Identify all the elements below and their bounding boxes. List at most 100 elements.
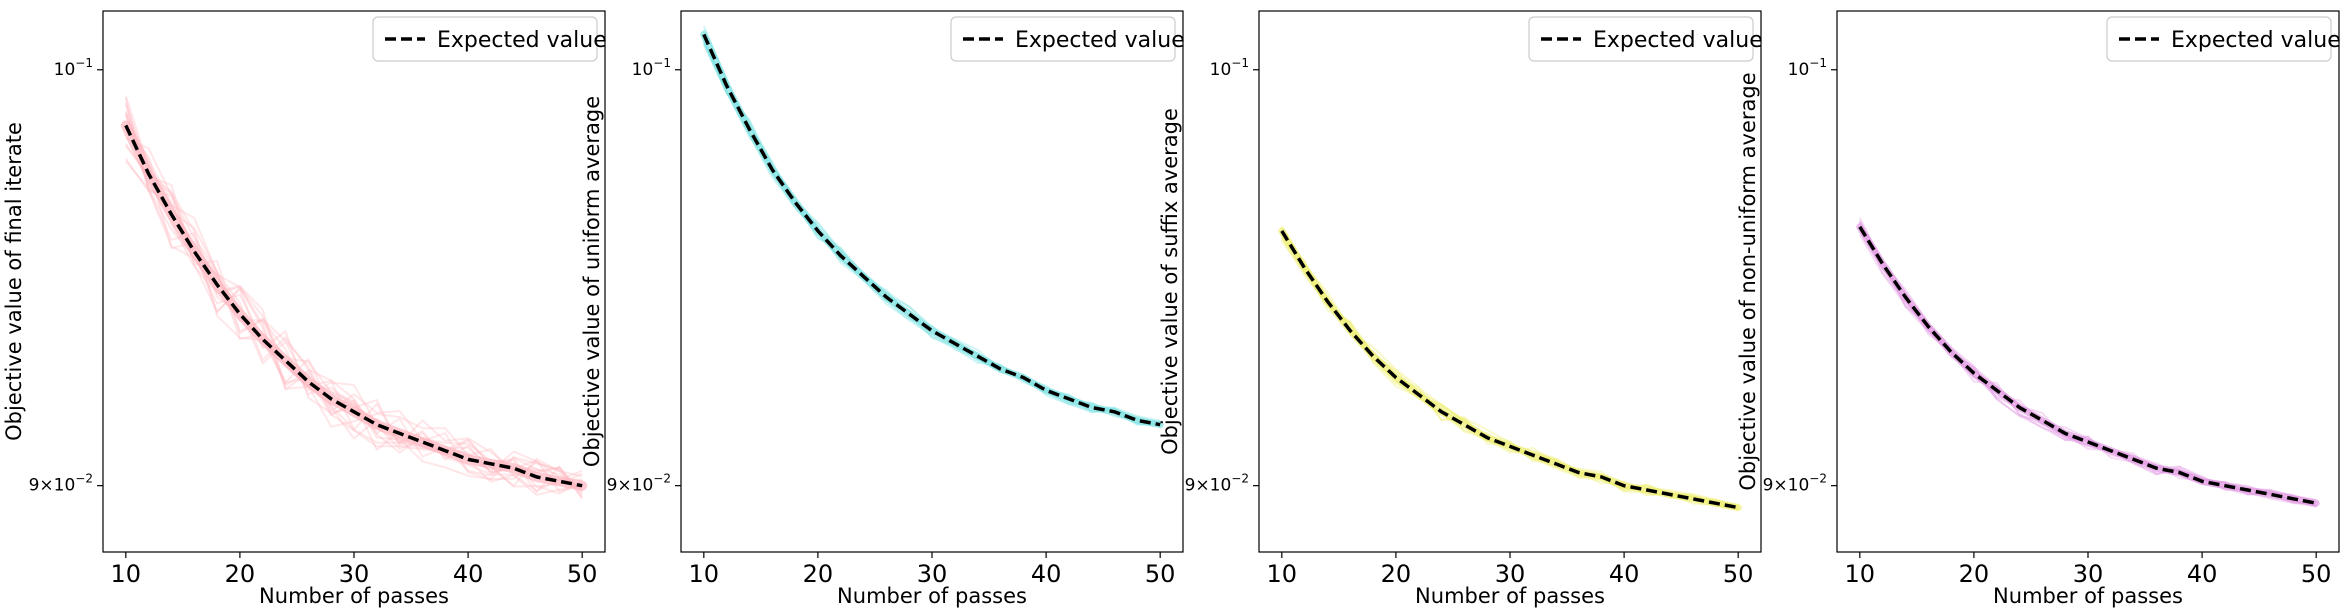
sample-trace bbox=[124, 143, 583, 496]
sample-trace bbox=[1858, 221, 2317, 502]
sample-trace bbox=[702, 43, 1161, 426]
axes-frame bbox=[1258, 10, 1762, 553]
x-tick-label: 30 bbox=[917, 560, 948, 588]
sample-trace bbox=[1281, 236, 1739, 511]
y-tick-label: 9×10−2 bbox=[29, 472, 93, 496]
sample-trace bbox=[124, 102, 583, 495]
sample-trace bbox=[1858, 217, 2317, 508]
y-axis-label: Objective value of non-uniform average bbox=[1736, 72, 1760, 490]
y-tick-label: 10−1 bbox=[1210, 56, 1249, 80]
sample-trace bbox=[1858, 234, 2317, 506]
legend-label: Expected value bbox=[1015, 28, 1185, 53]
y-tick-label: 9×10−2 bbox=[1185, 472, 1249, 496]
sample-trace bbox=[125, 126, 583, 488]
sample-trace bbox=[1280, 227, 1739, 506]
sample-trace bbox=[1280, 225, 1739, 511]
expected-value-line bbox=[702, 33, 1161, 427]
legend: Expected value bbox=[1528, 16, 1763, 62]
x-axis-label: Number of passes bbox=[1993, 584, 2183, 608]
legend: Expected value bbox=[2106, 16, 2341, 62]
y-axis-label: Objective value of uniform average bbox=[580, 96, 604, 467]
legend: Expected value bbox=[950, 16, 1185, 62]
x-tick-label: 20 bbox=[1959, 560, 1990, 588]
x-tick-label: 40 bbox=[2187, 560, 2218, 588]
expected-value-line bbox=[1858, 225, 2317, 505]
x-tick-label: 20 bbox=[225, 560, 256, 588]
axes-frame bbox=[680, 10, 1184, 553]
sample-trace bbox=[125, 137, 583, 497]
x-tick-label: 10 bbox=[111, 560, 142, 588]
sample-trace bbox=[702, 25, 1161, 423]
legend: Expected value bbox=[372, 16, 607, 62]
sample-trace bbox=[702, 39, 1161, 428]
sample-trace bbox=[702, 41, 1161, 425]
x-tick-label: 10 bbox=[1267, 560, 1298, 588]
x-tick-label: 20 bbox=[1381, 560, 1412, 588]
x-tick-label: 30 bbox=[2073, 560, 2104, 588]
x-tick-label: 30 bbox=[339, 560, 370, 588]
expected-value-line bbox=[124, 124, 583, 488]
y-tick-label: 10−1 bbox=[1788, 56, 1827, 80]
legend-label: Expected value bbox=[2171, 28, 2341, 53]
chart-panel-1: 10 20 30 40 50 10−1 9×10−2 Number of passes Obje… bbox=[2, 10, 607, 608]
sample-trace bbox=[1281, 233, 1739, 507]
sample-trace bbox=[1281, 236, 1739, 512]
sample-band bbox=[700, 30, 1164, 429]
x-tick-label: 10 bbox=[1845, 560, 1876, 588]
sample-trace bbox=[1280, 236, 1739, 509]
sample-trace bbox=[124, 110, 583, 492]
sample-trace bbox=[124, 158, 583, 488]
sample-trace bbox=[1858, 228, 2317, 504]
x-axis-label: Number of passes bbox=[837, 584, 1027, 608]
legend-box bbox=[950, 16, 1176, 62]
sample-trace bbox=[124, 97, 583, 493]
legend-label: Expected value bbox=[1593, 28, 1763, 53]
sample-band bbox=[1856, 223, 2320, 507]
sample-trace bbox=[702, 28, 1161, 422]
sample-trace bbox=[124, 114, 583, 492]
sample-trace bbox=[124, 95, 584, 500]
sample-trace bbox=[1858, 221, 2317, 508]
y-tick-label: 9×10−2 bbox=[607, 472, 671, 496]
legend-box bbox=[1528, 16, 1754, 62]
sample-trace bbox=[702, 38, 1161, 427]
chart-panel-2: 10 20 30 40 50 10−1 9×10−2 Number of passes Obje… bbox=[580, 10, 1185, 608]
chart-panel-3: 10 20 30 40 50 10−1 9×10−2 Number of passes Obje… bbox=[1158, 10, 1763, 608]
y-tick-label: 10−1 bbox=[54, 56, 93, 80]
y-tick-label: 9×10−2 bbox=[1763, 472, 1827, 496]
sample-trace bbox=[1858, 229, 2317, 508]
x-tick-label: 50 bbox=[567, 560, 598, 588]
x-tick-label: 30 bbox=[1495, 560, 1526, 588]
sample-band bbox=[1278, 227, 1742, 512]
sample-trace bbox=[702, 41, 1161, 427]
x-axis-label: Number of passes bbox=[1415, 584, 1605, 608]
axes-frame bbox=[1836, 10, 2340, 553]
sample-trace bbox=[124, 114, 583, 499]
x-tick-label: 40 bbox=[453, 560, 484, 588]
x-tick-label: 10 bbox=[689, 560, 720, 588]
legend-box bbox=[372, 16, 598, 62]
x-tick-label: 40 bbox=[1609, 560, 1640, 588]
sample-trace bbox=[1280, 240, 1739, 508]
chart-panel-4: 10 20 30 40 50 10−1 9×10−2 Number of passes Obje… bbox=[1736, 10, 2341, 608]
x-tick-label: 20 bbox=[803, 560, 834, 588]
sample-trace bbox=[1858, 220, 2317, 501]
sample-trace bbox=[124, 104, 583, 494]
y-axis-label: Objective value of suffix average bbox=[1158, 108, 1182, 455]
sample-trace bbox=[702, 43, 1161, 426]
sample-trace bbox=[124, 111, 583, 490]
expected-value-line bbox=[1280, 229, 1739, 510]
x-tick-label: 50 bbox=[1145, 560, 1176, 588]
legend-box bbox=[2106, 16, 2332, 62]
x-tick-label: 40 bbox=[1031, 560, 1062, 588]
legend-label: Expected value bbox=[437, 28, 607, 53]
y-axis-label: Objective value of final iterate bbox=[2, 122, 26, 441]
x-tick-label: 50 bbox=[2301, 560, 2332, 588]
sample-trace bbox=[125, 160, 583, 493]
y-tick-label: 10−1 bbox=[632, 56, 671, 80]
sample-trace bbox=[1280, 239, 1739, 509]
sample-trace bbox=[1858, 226, 2317, 505]
x-tick-label: 50 bbox=[1723, 560, 1754, 588]
x-axis-label: Number of passes bbox=[259, 584, 449, 608]
